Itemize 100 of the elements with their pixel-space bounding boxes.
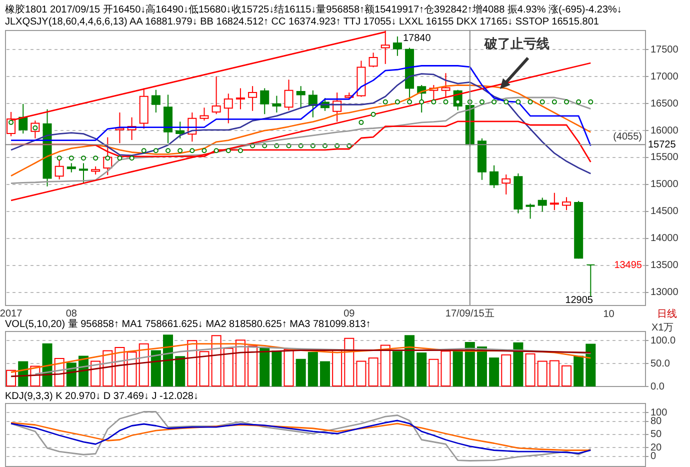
point xyxy=(190,148,195,154)
y-tick-label: 0.0 xyxy=(650,382,665,392)
point xyxy=(129,156,134,161)
y-tick-label: 15000 xyxy=(650,179,679,190)
chart-title: 橡胶1801 2017/09/15 开16450↓高16490↓低15680↓收15725↓结16115↓量956858↑额15419917↑仓392842↑增4088 振4.93% 涨(-695)-4.23%↓ xyxy=(5,4,622,16)
point xyxy=(394,99,400,104)
bar xyxy=(344,338,354,386)
bar xyxy=(223,348,234,386)
bar xyxy=(187,340,198,386)
chart-title: KDJ(9,3,3) K 20.970↓ D 37.469↓ J -12.028↓ xyxy=(5,391,198,402)
bar xyxy=(476,346,487,386)
y-tick-label: 50.0 xyxy=(650,358,670,370)
line-series xyxy=(10,65,592,146)
bar xyxy=(356,360,366,386)
x-tick-label: 08 xyxy=(66,308,78,320)
y-tick-label: 100.0 xyxy=(650,336,676,347)
x-tick-label: 2017 xyxy=(0,308,23,320)
candlestick xyxy=(490,164,499,188)
point xyxy=(80,156,86,161)
bar xyxy=(392,351,402,386)
ref-line-label: 15725 xyxy=(648,140,676,151)
candlestick xyxy=(260,88,270,115)
text: 10 xyxy=(603,309,615,320)
x-tick-label: 17/09/15五 xyxy=(445,308,494,320)
bar xyxy=(296,358,306,386)
candlestick xyxy=(526,203,535,220)
point xyxy=(226,148,231,154)
candlestick xyxy=(368,52,378,68)
line-series xyxy=(10,411,592,462)
point xyxy=(564,99,570,104)
candlestick xyxy=(586,264,596,298)
candlestick xyxy=(236,88,245,110)
y-tick-label: 17000 xyxy=(650,71,679,82)
y-axis-title: X1万 xyxy=(652,322,674,334)
annotation: 17840 xyxy=(403,33,432,44)
candlestick xyxy=(30,120,40,139)
bar xyxy=(404,335,415,386)
bar xyxy=(18,361,28,386)
point xyxy=(419,99,424,104)
candlestick xyxy=(18,103,28,134)
y-tick-label: 17500 xyxy=(650,44,679,56)
point xyxy=(117,156,122,161)
text: 13495 xyxy=(614,260,642,271)
bar xyxy=(248,346,258,386)
bar xyxy=(126,352,137,386)
bar xyxy=(452,350,463,386)
bar xyxy=(489,358,500,386)
bar xyxy=(272,350,282,386)
point xyxy=(141,148,146,154)
candlestick xyxy=(308,90,318,118)
annotation: 12905 xyxy=(565,295,594,306)
y-tick-label: 15500 xyxy=(650,152,679,164)
bar xyxy=(549,360,560,386)
candlestick xyxy=(550,192,559,211)
candlestick xyxy=(284,79,294,111)
bar xyxy=(380,344,390,386)
bar xyxy=(320,361,330,386)
point xyxy=(540,99,545,104)
y-tick-label: 13500 xyxy=(650,260,679,272)
point xyxy=(153,148,158,154)
y-tick-label: 14500 xyxy=(650,206,679,218)
point xyxy=(238,148,243,154)
text: (4055) xyxy=(613,132,642,143)
candlestick xyxy=(502,174,511,195)
y-tick-label: 13000 xyxy=(650,287,679,298)
point xyxy=(358,120,364,125)
candlestick xyxy=(248,86,258,112)
point xyxy=(68,156,74,161)
point xyxy=(479,99,484,104)
bar xyxy=(525,353,536,386)
y-tick-label: 100 xyxy=(650,407,668,418)
candlestick xyxy=(296,86,306,110)
candlestick xyxy=(272,95,282,113)
annotation: 破了止亏线 xyxy=(484,36,550,51)
bar xyxy=(284,348,294,386)
point xyxy=(552,99,557,104)
bar xyxy=(199,351,210,386)
bar xyxy=(42,343,52,386)
y-tick-label: 20 xyxy=(650,442,662,454)
candlestick xyxy=(441,72,450,98)
bar xyxy=(513,342,524,386)
bar xyxy=(574,356,584,386)
bar xyxy=(537,360,548,386)
candlestick xyxy=(212,76,221,115)
bar xyxy=(368,358,378,386)
point xyxy=(166,148,171,154)
line-series xyxy=(10,96,592,184)
point xyxy=(516,99,521,104)
point xyxy=(105,156,110,161)
point xyxy=(202,148,207,154)
y-tick-label: 14000 xyxy=(650,233,679,244)
point xyxy=(370,112,376,117)
candlestick xyxy=(151,89,160,113)
bar xyxy=(150,350,161,386)
y-tick-label: 0 xyxy=(650,451,656,462)
bar xyxy=(562,365,572,386)
point xyxy=(588,99,594,104)
bar xyxy=(464,342,475,386)
point xyxy=(178,148,183,154)
point xyxy=(528,99,533,104)
